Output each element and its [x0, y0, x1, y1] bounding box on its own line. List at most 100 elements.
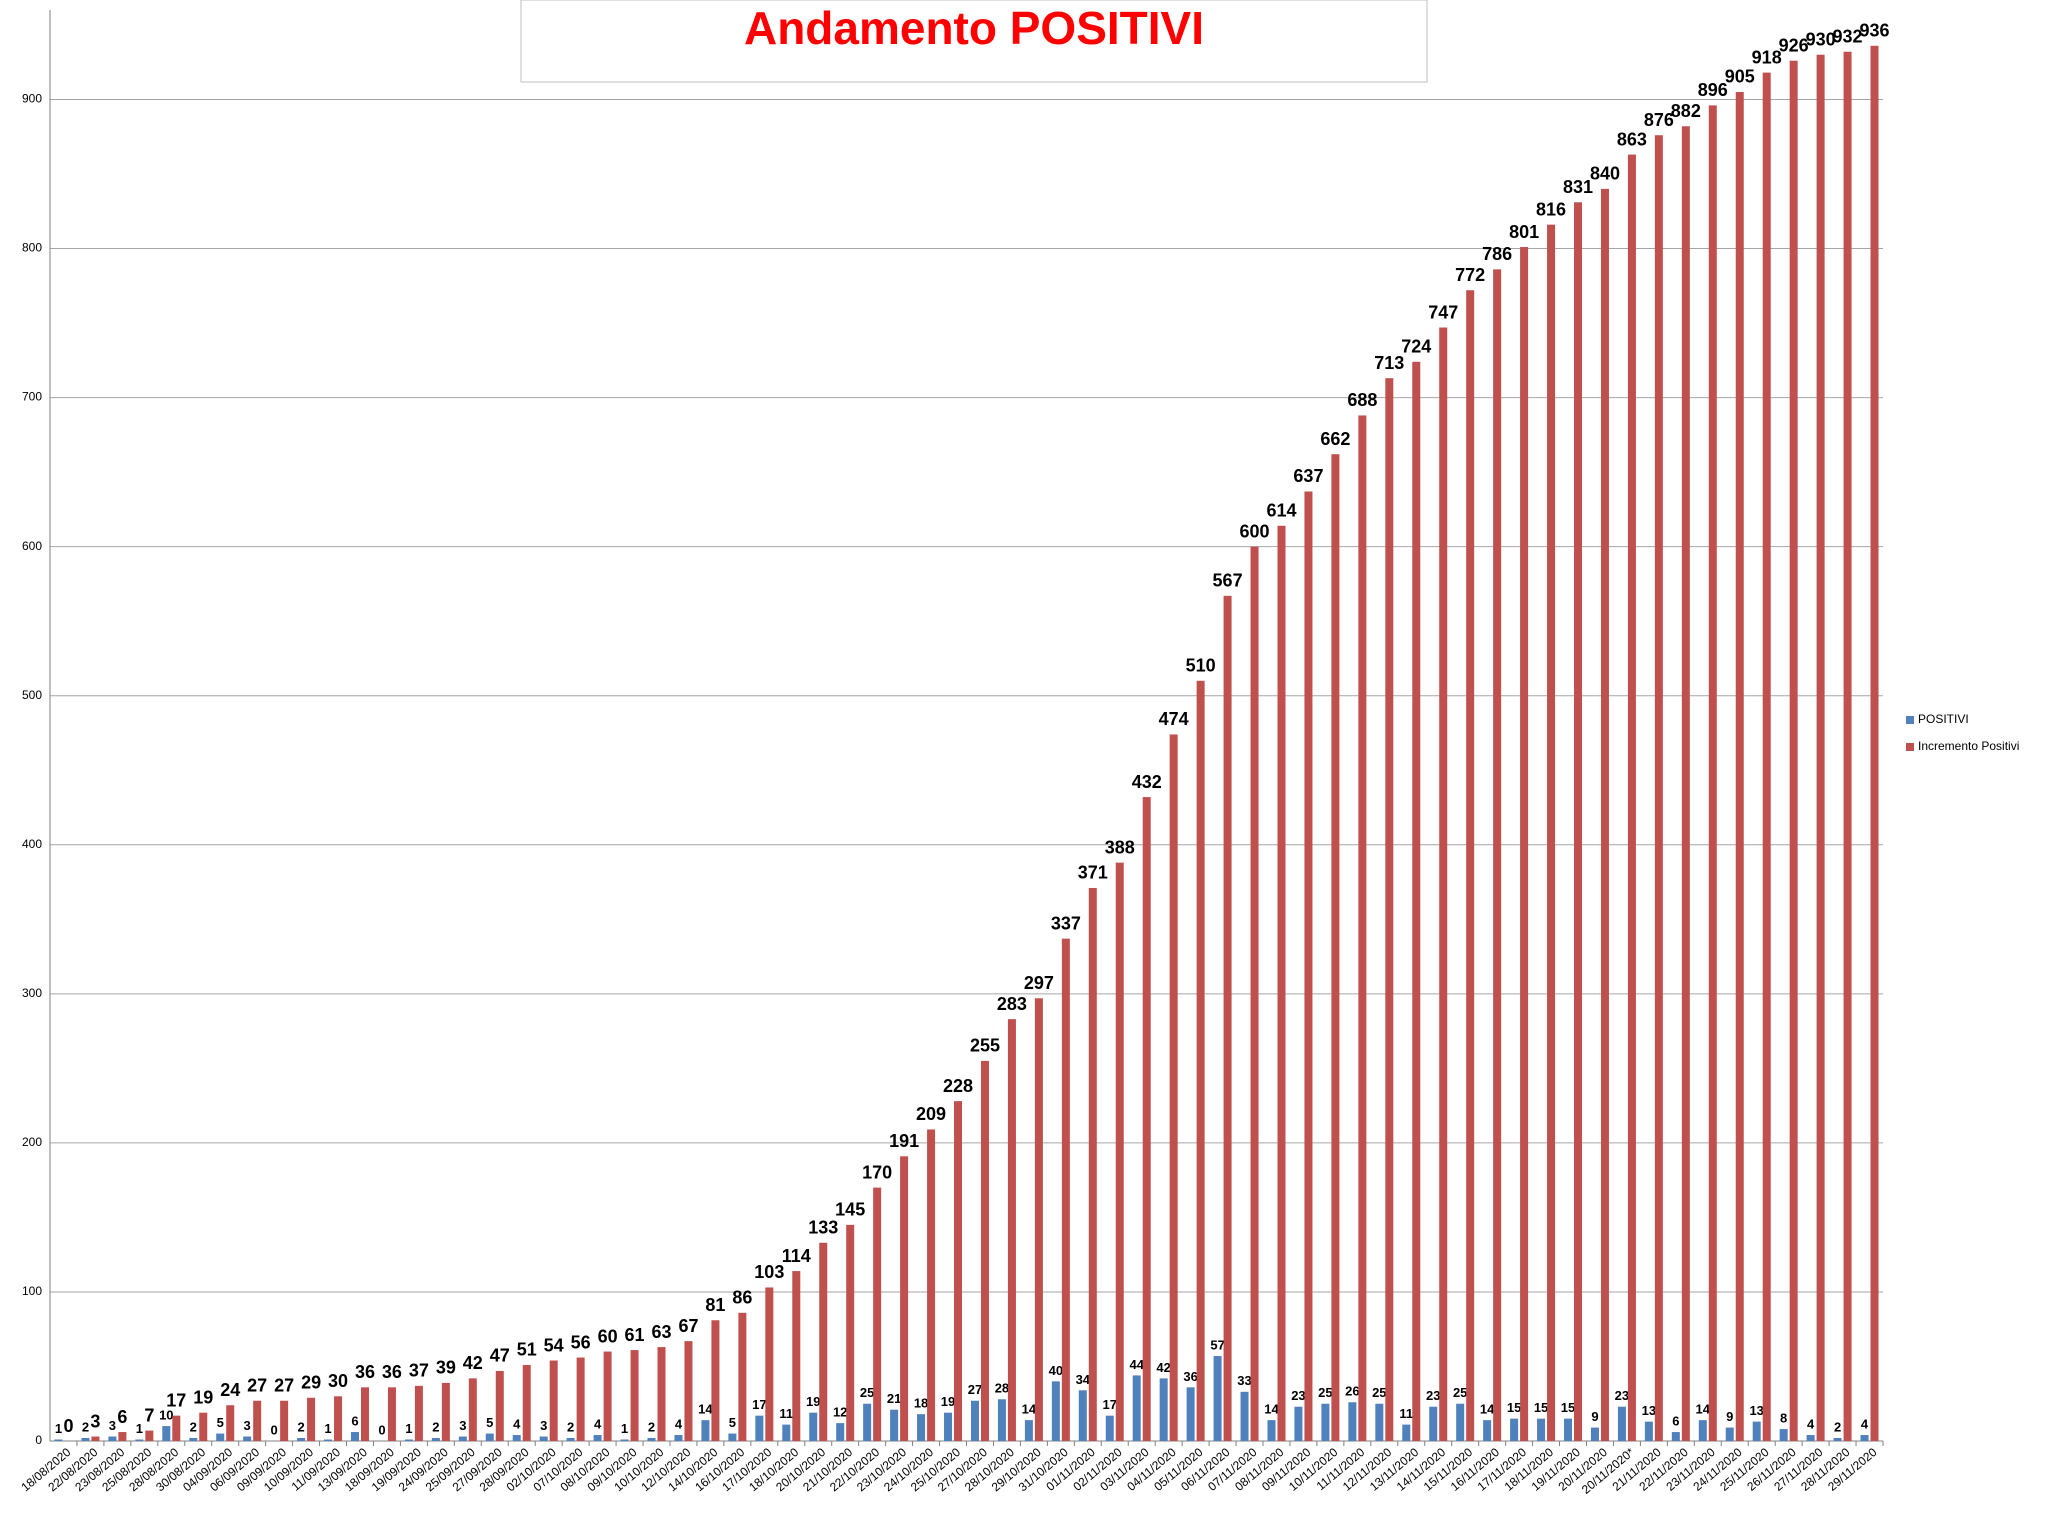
- data-label: 2: [432, 1419, 439, 1434]
- data-label: 19: [941, 1394, 955, 1409]
- bar: [1007, 1019, 1016, 1441]
- bar: [468, 1378, 477, 1441]
- data-label: 14: [1696, 1402, 1711, 1417]
- bar: [1159, 1378, 1168, 1441]
- bar: [1385, 378, 1394, 1442]
- data-label: 4: [513, 1416, 521, 1431]
- data-label: 8: [1780, 1411, 1787, 1426]
- data-label: 747: [1428, 302, 1458, 322]
- bar: [1132, 1375, 1141, 1441]
- bar: [387, 1387, 396, 1441]
- bar: [1304, 491, 1313, 1441]
- data-label: 1: [324, 1421, 331, 1436]
- data-label: 17: [166, 1390, 186, 1410]
- y-tick-label: 0: [35, 1433, 42, 1447]
- bar: [189, 1438, 198, 1441]
- data-label: 930: [1806, 29, 1836, 49]
- bar: [593, 1435, 602, 1441]
- bar: [809, 1412, 818, 1441]
- data-label: 29: [301, 1373, 321, 1393]
- bar: [360, 1387, 369, 1441]
- bar: [944, 1412, 953, 1441]
- data-label: 614: [1266, 501, 1296, 521]
- data-label: 14: [1264, 1402, 1279, 1417]
- data-label: 255: [970, 1036, 1000, 1056]
- data-label: 0: [63, 1416, 73, 1436]
- bar: [297, 1438, 306, 1441]
- bar: [576, 1357, 585, 1441]
- data-label: 17: [752, 1397, 766, 1412]
- bar: [1250, 546, 1259, 1441]
- data-label: 36: [1183, 1369, 1197, 1384]
- data-label: 4: [1861, 1416, 1869, 1431]
- bar: [458, 1436, 467, 1441]
- bar: [873, 1187, 882, 1441]
- data-label: 926: [1779, 35, 1809, 55]
- data-label: 936: [1859, 21, 1889, 41]
- data-label: 600: [1240, 521, 1270, 541]
- data-label: 567: [1213, 571, 1243, 591]
- bar: [997, 1399, 1006, 1441]
- bar: [1456, 1403, 1465, 1441]
- data-label: 228: [943, 1076, 973, 1096]
- bar: [1034, 998, 1043, 1441]
- bar: [1348, 1402, 1357, 1441]
- data-label: 3: [540, 1418, 547, 1433]
- data-label: 662: [1320, 429, 1350, 449]
- bar: [1698, 1420, 1707, 1441]
- data-label: 863: [1617, 129, 1647, 149]
- bar: [1078, 1390, 1087, 1441]
- bar: [1617, 1406, 1626, 1441]
- bar: [1169, 734, 1178, 1441]
- data-label: 24: [220, 1380, 240, 1400]
- bar: [54, 1439, 63, 1441]
- bar: [108, 1436, 117, 1441]
- bar: [1429, 1406, 1438, 1441]
- data-label: 81: [705, 1295, 725, 1315]
- data-label: 2: [297, 1419, 304, 1434]
- data-label: 297: [1024, 973, 1054, 993]
- bar: [1240, 1391, 1249, 1441]
- bar: [1681, 126, 1690, 1441]
- y-tick-label: 400: [22, 837, 42, 851]
- bar: [1267, 1420, 1276, 1441]
- bar: [522, 1364, 531, 1441]
- data-label: 26: [1345, 1384, 1359, 1399]
- bar: [1213, 1356, 1222, 1441]
- data-label: 1: [55, 1421, 62, 1436]
- data-label: 713: [1374, 353, 1404, 373]
- bar: [836, 1423, 845, 1441]
- bar: [253, 1400, 262, 1441]
- y-tick-label: 300: [22, 986, 42, 1000]
- bar: [1600, 188, 1609, 1441]
- bar: [1860, 1435, 1869, 1441]
- data-label: 18: [914, 1396, 928, 1411]
- bar: [226, 1405, 235, 1441]
- title-box: [520, 0, 1428, 83]
- bar: [1051, 1381, 1060, 1441]
- data-label: 25: [1453, 1385, 1467, 1400]
- data-label: 2: [1834, 1419, 1841, 1434]
- data-label: 19: [806, 1394, 820, 1409]
- y-tick-label: 700: [22, 390, 42, 404]
- bar: [1358, 415, 1367, 1442]
- data-label: 724: [1401, 337, 1431, 357]
- data-label: 30: [328, 1371, 348, 1391]
- data-label: 34: [1076, 1372, 1091, 1387]
- data-label: 23: [1615, 1388, 1629, 1403]
- data-label: 14: [698, 1402, 713, 1417]
- data-label: 637: [1293, 466, 1323, 486]
- bar: [765, 1287, 774, 1441]
- data-label: 36: [355, 1362, 375, 1382]
- data-label: 13: [1749, 1403, 1763, 1418]
- bar: [1833, 1438, 1842, 1441]
- bar: [495, 1370, 504, 1441]
- bar: [846, 1224, 855, 1441]
- bar: [1277, 525, 1286, 1441]
- bar: [927, 1129, 936, 1441]
- bar: [512, 1435, 521, 1441]
- bar: [674, 1435, 683, 1441]
- data-label: 40: [1049, 1363, 1063, 1378]
- bar: [431, 1438, 440, 1441]
- bar: [280, 1400, 289, 1441]
